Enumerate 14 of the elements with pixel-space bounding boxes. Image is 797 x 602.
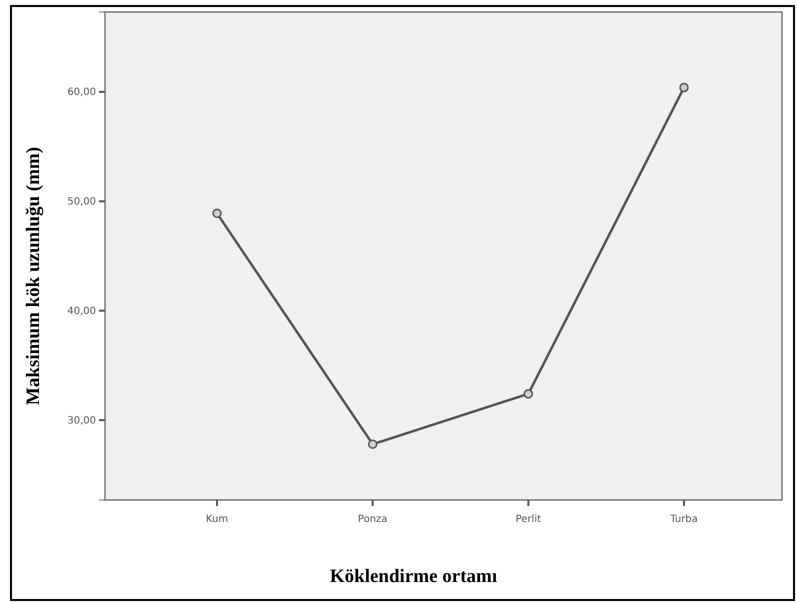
x-tick-label: Ponza [358,514,388,525]
point [368,439,378,449]
point [524,389,534,399]
x-tick-label: Perlit [516,514,542,525]
y-axis-title: Maksimum kök uzunluğu (mm) [23,146,44,406]
y-tick-label: 60,00 [67,87,96,98]
x-tick-label: Turba [669,514,698,525]
x-axis-title: Köklendirme ortamı [330,566,498,587]
y-tick-label: 30,00 [67,415,96,426]
point [212,208,222,218]
y-tick-label: 50,00 [67,196,96,208]
x-tick-label: Kum [206,514,228,525]
point [679,82,689,92]
y-tick-label: 40,00 [67,306,96,317]
